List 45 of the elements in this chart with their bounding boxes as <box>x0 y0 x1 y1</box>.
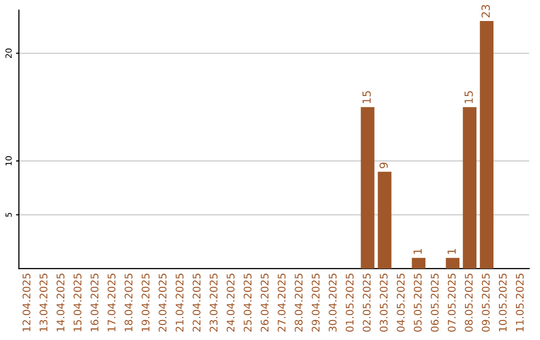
bar <box>462 107 476 269</box>
bar <box>378 172 392 269</box>
x-tick-label: 14.04.2025 <box>56 274 64 332</box>
y-tick-label: 5 <box>6 212 12 217</box>
x-tick-label: 09.05.2025 <box>482 274 490 332</box>
x-tick-label: 16.04.2025 <box>90 274 98 332</box>
y-tick-label: 10 <box>5 156 12 166</box>
x-tick-label: 22.04.2025 <box>192 274 201 332</box>
bar <box>480 20 494 269</box>
x-tick-label: 02.05.2025 <box>362 274 371 332</box>
x-tick-label: 27.04.2025 <box>278 274 286 332</box>
x-tick-label: 07.05.2025 <box>448 274 456 332</box>
x-tick-label: 29.04.2025 <box>312 274 320 332</box>
x-tick-label: 30.04.2025 <box>328 274 337 332</box>
x-tick-label: 03.05.2025 <box>380 274 388 332</box>
bar <box>412 258 426 269</box>
x-tick-label: 10.05.2025 <box>498 274 507 332</box>
data-label: 23 <box>481 4 490 18</box>
data-label: 1 <box>448 249 456 254</box>
x-tick-label: 12.04.2025 <box>22 274 30 332</box>
x-tick-label: 20.04.2025 <box>158 274 167 332</box>
x-tick-label: 17.04.2025 <box>108 274 116 332</box>
bar <box>446 258 460 269</box>
x-tick-label: 28.04.2025 <box>294 274 303 332</box>
x-tick-label: 05.05.2025 <box>414 274 422 332</box>
x-tick-label: 06.05.2025 <box>430 274 439 332</box>
x-tick-label: 08.05.2025 <box>464 274 473 332</box>
x-tick-label: 04.05.2025 <box>396 274 405 332</box>
x-tick-label: 26.04.2025 <box>260 274 269 332</box>
x-tick-label: 24.04.2025 <box>226 274 235 332</box>
data-label: 1 <box>414 249 422 254</box>
data-label: 9 <box>379 162 388 168</box>
x-tick-label: 13.04.2025 <box>40 274 48 332</box>
x-tick-label: 19.04.2025 <box>142 274 150 332</box>
x-tick-label: 11.05.2025 <box>516 274 524 332</box>
x-tick-label: 18.04.2025 <box>124 274 132 332</box>
x-tick-label: 21.04.2025 <box>176 274 184 332</box>
x-tick-label: 01.05.2025 <box>346 274 354 332</box>
x-tick-label: 15.04.2025 <box>74 274 82 332</box>
x-tick-label: 25.04.2025 <box>244 274 252 332</box>
data-label: 15 <box>362 91 371 104</box>
y-tick-label: 20 <box>5 48 12 58</box>
bar <box>360 107 374 269</box>
x-tick-label: 23.04.2025 <box>210 274 218 332</box>
data-label: 15 <box>464 91 473 104</box>
